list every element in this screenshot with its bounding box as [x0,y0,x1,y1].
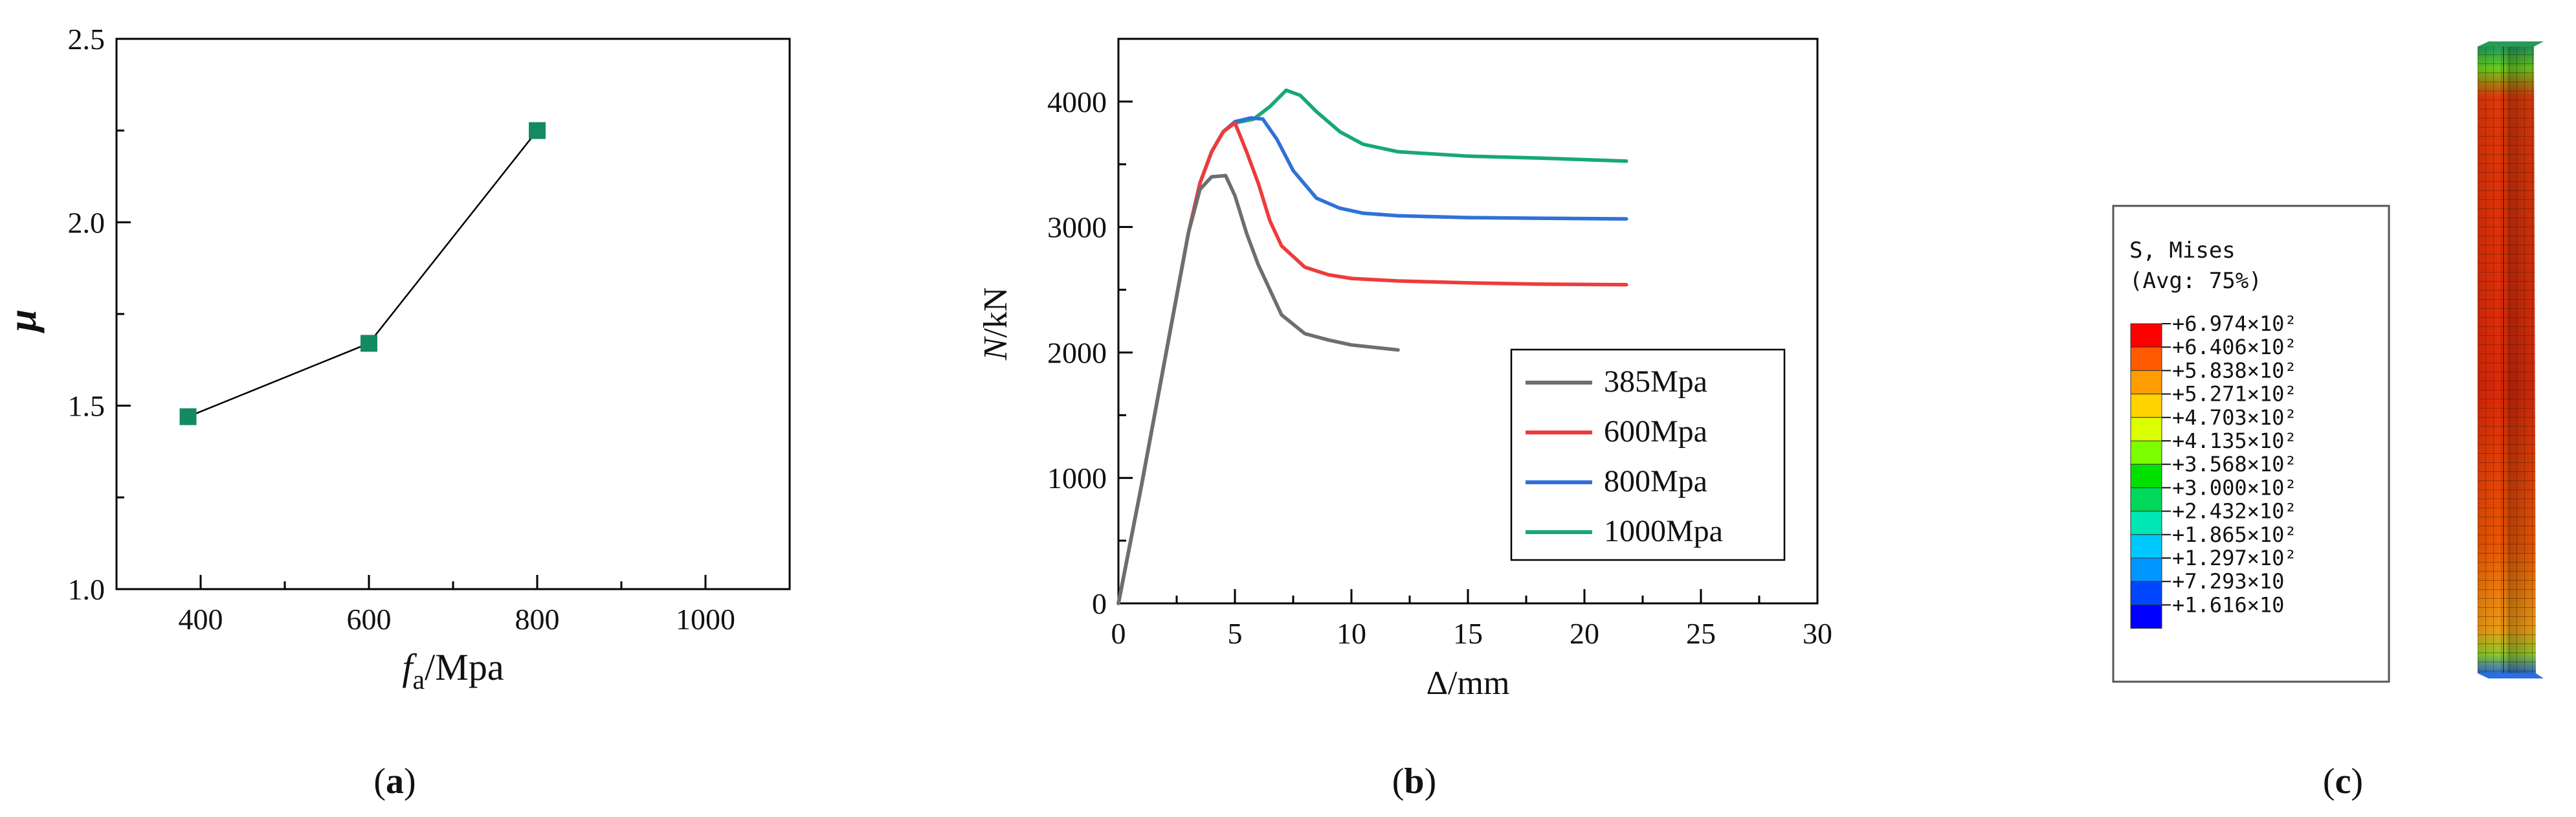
contour-swatch [2130,511,2162,535]
panel-c: S, Mises (Avg: 75%) +6.974×10²+6.406×10²… [2112,41,2544,801]
contour-swatch [2130,346,2162,371]
plot-a-ytick-label: 1.0 [68,573,105,606]
plot-b-xlabel: Δ/mm [1427,665,1510,702]
plot-b-legend: 385Mpa 600Mpa 800Mpa 1000Mpa [1510,348,1786,561]
plot-a-xtick-label: 400 [179,603,223,636]
plot-a-point [179,408,197,425]
contour-swatch [2130,440,2162,465]
plot-b-ytick-label: 3000 [1047,211,1107,244]
plot-a-series [179,122,546,425]
contour-value-label: +4.135×10² [2172,429,2297,453]
contour-value-label: +3.000×10² [2172,475,2297,500]
plot-b-ytick-label: 2000 [1047,336,1107,369]
plot-a-xtick-label: 1000 [676,603,735,636]
panel-b-label: (b) [1392,761,1436,801]
plot-b-series-385Mpa [1116,173,1400,605]
contour-value-label: +1.297×10² [2172,546,2297,570]
plot-a-ticks [115,38,791,590]
plot-a-ytick-label: 1.5 [68,390,105,423]
contour-value-label: +2.432×10² [2172,499,2297,524]
plot-a-xlabel: fa/Mpa [402,646,504,695]
plot-b-legend-label: 1000Mpa [1604,514,1723,548]
plot-a-point [361,335,377,352]
plot-b-xtick-label: 20 [1570,617,1599,650]
contour-swatch [2130,534,2162,559]
plot-b-legend-label: 385Mpa [1604,364,1707,399]
contour-swatch [2130,557,2162,582]
contour-swatch [2130,370,2162,395]
contour-swatch [2130,487,2162,512]
contour-value-label: +7.293×10 [2172,569,2284,594]
contour-legend-title: S, Mises [2129,238,2236,263]
contour-value-label: +6.406×10² [2172,335,2297,359]
contour-swatch [2130,604,2162,629]
column-top-cap [2478,41,2544,47]
plot-a-xtick-label: 800 [515,603,560,636]
plot-b-ylabel: N/kN [977,287,1014,361]
contour-value-label: +1.865×10² [2172,522,2297,547]
plot-b-legend-label: 600Mpa [1604,414,1707,449]
panel-a-label: (a) [373,761,416,801]
plot-b-tick-labels: 0 5 10 15 20 25 30 0 1000 2000 3000 4000 [1047,85,1832,650]
contour-value-label: +1.616×10 [2172,592,2284,617]
contour-swatch [2130,581,2162,605]
contour-swatch [2130,394,2162,418]
plot-b-series [1116,88,1628,605]
plot-a-ytick-label: 2.5 [68,23,105,56]
panel-c-label: (c) [2323,761,2363,801]
contour-swatch [2130,323,2162,348]
plot-a-line [188,129,538,418]
plot-b-ytick-label: 1000 [1047,462,1107,495]
plot-b-legend-label: 800Mpa [1604,464,1707,498]
plot-b-ytick-label: 4000 [1047,85,1107,118]
plot-a-ytick-label: 2.0 [68,206,105,239]
plot-b-xtick-label: 10 [1337,617,1366,650]
contour-swatch [2130,464,2162,488]
column-bottom-cap [2478,673,2544,678]
contour-value-label: +6.974×10² [2172,311,2297,336]
column-model [2478,41,2544,678]
contour-value-label: +5.838×10² [2172,358,2297,383]
plot-b-ytick-label: 0 [1092,587,1107,620]
plot-b-xtick-label: 5 [1228,617,1243,650]
contour-value-label: +5.271×10² [2172,382,2297,407]
plot-a-frame [115,38,791,590]
column-shading [2478,47,2536,673]
plot-b-xtick-label: 25 [1686,617,1716,650]
plot-b-legend-box [1510,348,1786,561]
plot-a-tick-labels: 400 600 800 1000 1.0 1.5 2.0 2.5 [68,23,736,636]
plot-a-xtick-label: 600 [347,603,392,636]
panel-a: 400 600 800 1000 1.0 1.5 2.0 2.5 μ fa/Mpa (a) [1,23,791,801]
plot-a-point [529,122,546,139]
contour-value-label: +4.703×10² [2172,405,2297,430]
contour-legend-scale: +6.974×10²+6.406×10²+5.838×10²+5.271×10²… [2130,311,2297,629]
contour-legend-average: (Avg: 75%) [2129,268,2262,294]
contour-swatch [2130,417,2162,442]
plot-a-ylabel: μ [1,309,45,333]
plot-b-xtick-label: 15 [1453,617,1483,650]
contour-value-label: +3.568×10² [2172,452,2297,476]
plot-b-xtick-label: 30 [1803,617,1832,650]
plot-b-xtick-label: 0 [1111,617,1126,650]
